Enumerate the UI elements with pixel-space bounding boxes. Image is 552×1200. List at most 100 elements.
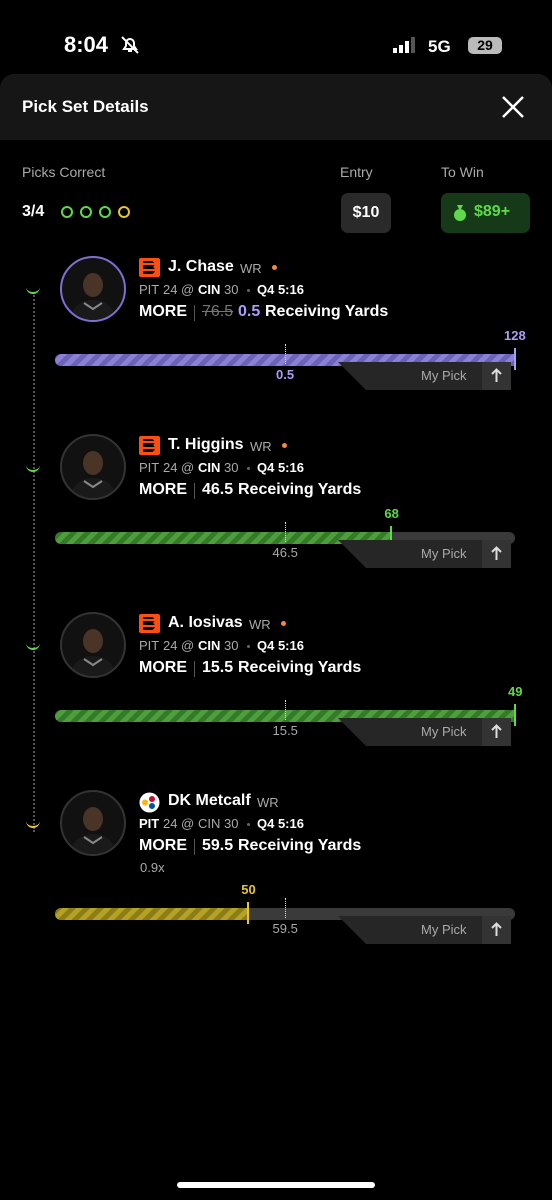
game-away-team: PIT [139,460,160,475]
game-home-team: CIN [198,460,221,475]
battery: 29 [468,37,502,54]
home-indicator [177,1182,375,1188]
line-label: 15.5 [272,723,298,738]
team-logo [139,792,160,813]
line-marker [285,344,286,364]
game-away-score: 24 [163,638,178,653]
game-away-score: 24 [163,282,178,297]
bar-fill [55,532,392,544]
game-clock: Q4 5:16 [257,816,304,831]
line: 0.5 [238,303,261,320]
game-clock: Q4 5:16 [257,638,304,653]
team-logo [139,258,160,277]
picks-correct: 3/4 [22,203,45,220]
game-away-score: 24 [163,460,178,475]
game-home-team: CIN [198,282,221,297]
game-home-team: CIN [198,638,221,653]
timeline-node [26,284,40,294]
network: 5G [428,37,451,56]
game-clock: Q4 5:16 [257,460,304,475]
separator-dot [247,289,250,292]
avatar [60,790,126,856]
direction: MORE [139,481,187,498]
timeline [33,292,35,832]
separator-dot [247,645,250,648]
header-title: Pick Set Details [22,97,149,116]
pick-status-dot [99,206,111,218]
position: WR [257,795,279,810]
actual-label: 128 [504,328,526,343]
timeline-node [26,818,40,828]
game-at: @ [181,816,195,831]
pick-status-dot [80,206,92,218]
game-away-score: 24 [163,816,178,831]
avatar [60,256,126,322]
game-at: @ [181,460,195,475]
direction: MORE [139,837,187,854]
line-label: 59.5 [272,921,298,936]
game-clock: Q4 5:16 [257,282,304,297]
line-marker [285,522,286,542]
line: 46.5 [202,481,234,498]
divider [194,839,195,855]
position: WR [250,439,272,454]
game-away-team: PIT [139,282,160,297]
actual-label: 50 [241,882,256,897]
actual-marker [514,704,516,726]
game-home-score: 30 [224,638,239,653]
pick-status-dot [61,206,73,218]
divider [194,305,195,321]
stat: Receiving Yards [265,303,389,320]
silent-icon [121,36,139,54]
game-at: @ [181,282,195,297]
picks-correct-label: Picks Correct [22,164,106,180]
sheet-header [0,74,552,140]
my-pick-arrow [482,916,511,944]
line-marker [285,700,286,720]
close-button[interactable] [501,95,525,119]
signal-icon [393,37,415,53]
actual-marker [514,348,516,370]
actual-marker [390,526,393,548]
separator-dot [247,823,250,826]
timeline-node [26,462,40,472]
separator-dot [247,467,250,470]
my-pick-label: My Pick [421,922,467,937]
player-name: DK Metcalf [168,792,251,809]
entry-label: Entry [340,164,373,180]
divider [194,661,195,677]
player-name: J. Chase [168,258,234,275]
timeline-node [26,640,40,650]
to-win: $89+ [474,203,511,220]
team-logo [139,614,160,633]
direction: MORE [139,659,187,676]
bar-fill [55,908,249,920]
live-dot [272,265,277,270]
to-win-label: To Win [441,164,484,180]
live-dot [281,621,286,626]
game-home-score: 30 [224,816,239,831]
actual-label: 49 [508,684,523,699]
game-away-team: PIT [139,638,160,653]
my-pick-arrow [482,540,511,568]
avatar [60,434,126,500]
my-pick-arrow [482,362,511,390]
line: 59.5 [202,837,234,854]
line-label: 46.5 [272,545,298,560]
my-pick-label: My Pick [421,368,467,383]
position: WR [240,261,262,276]
game-home-score: 30 [224,460,239,475]
entry: $10 [341,193,391,233]
line: 15.5 [202,659,234,676]
original-line: 76.5 [202,303,234,320]
position: WR [249,617,271,632]
game-home-score: 30 [224,282,239,297]
stat: Receiving Yards [238,659,362,676]
game-home-team: CIN [198,816,221,831]
stat: Receiving Yards [238,837,362,854]
player-name: T. Higgins [168,436,244,453]
my-pick-arrow [482,718,511,746]
money-icon [454,205,466,221]
game-away-team: PIT [139,816,160,831]
